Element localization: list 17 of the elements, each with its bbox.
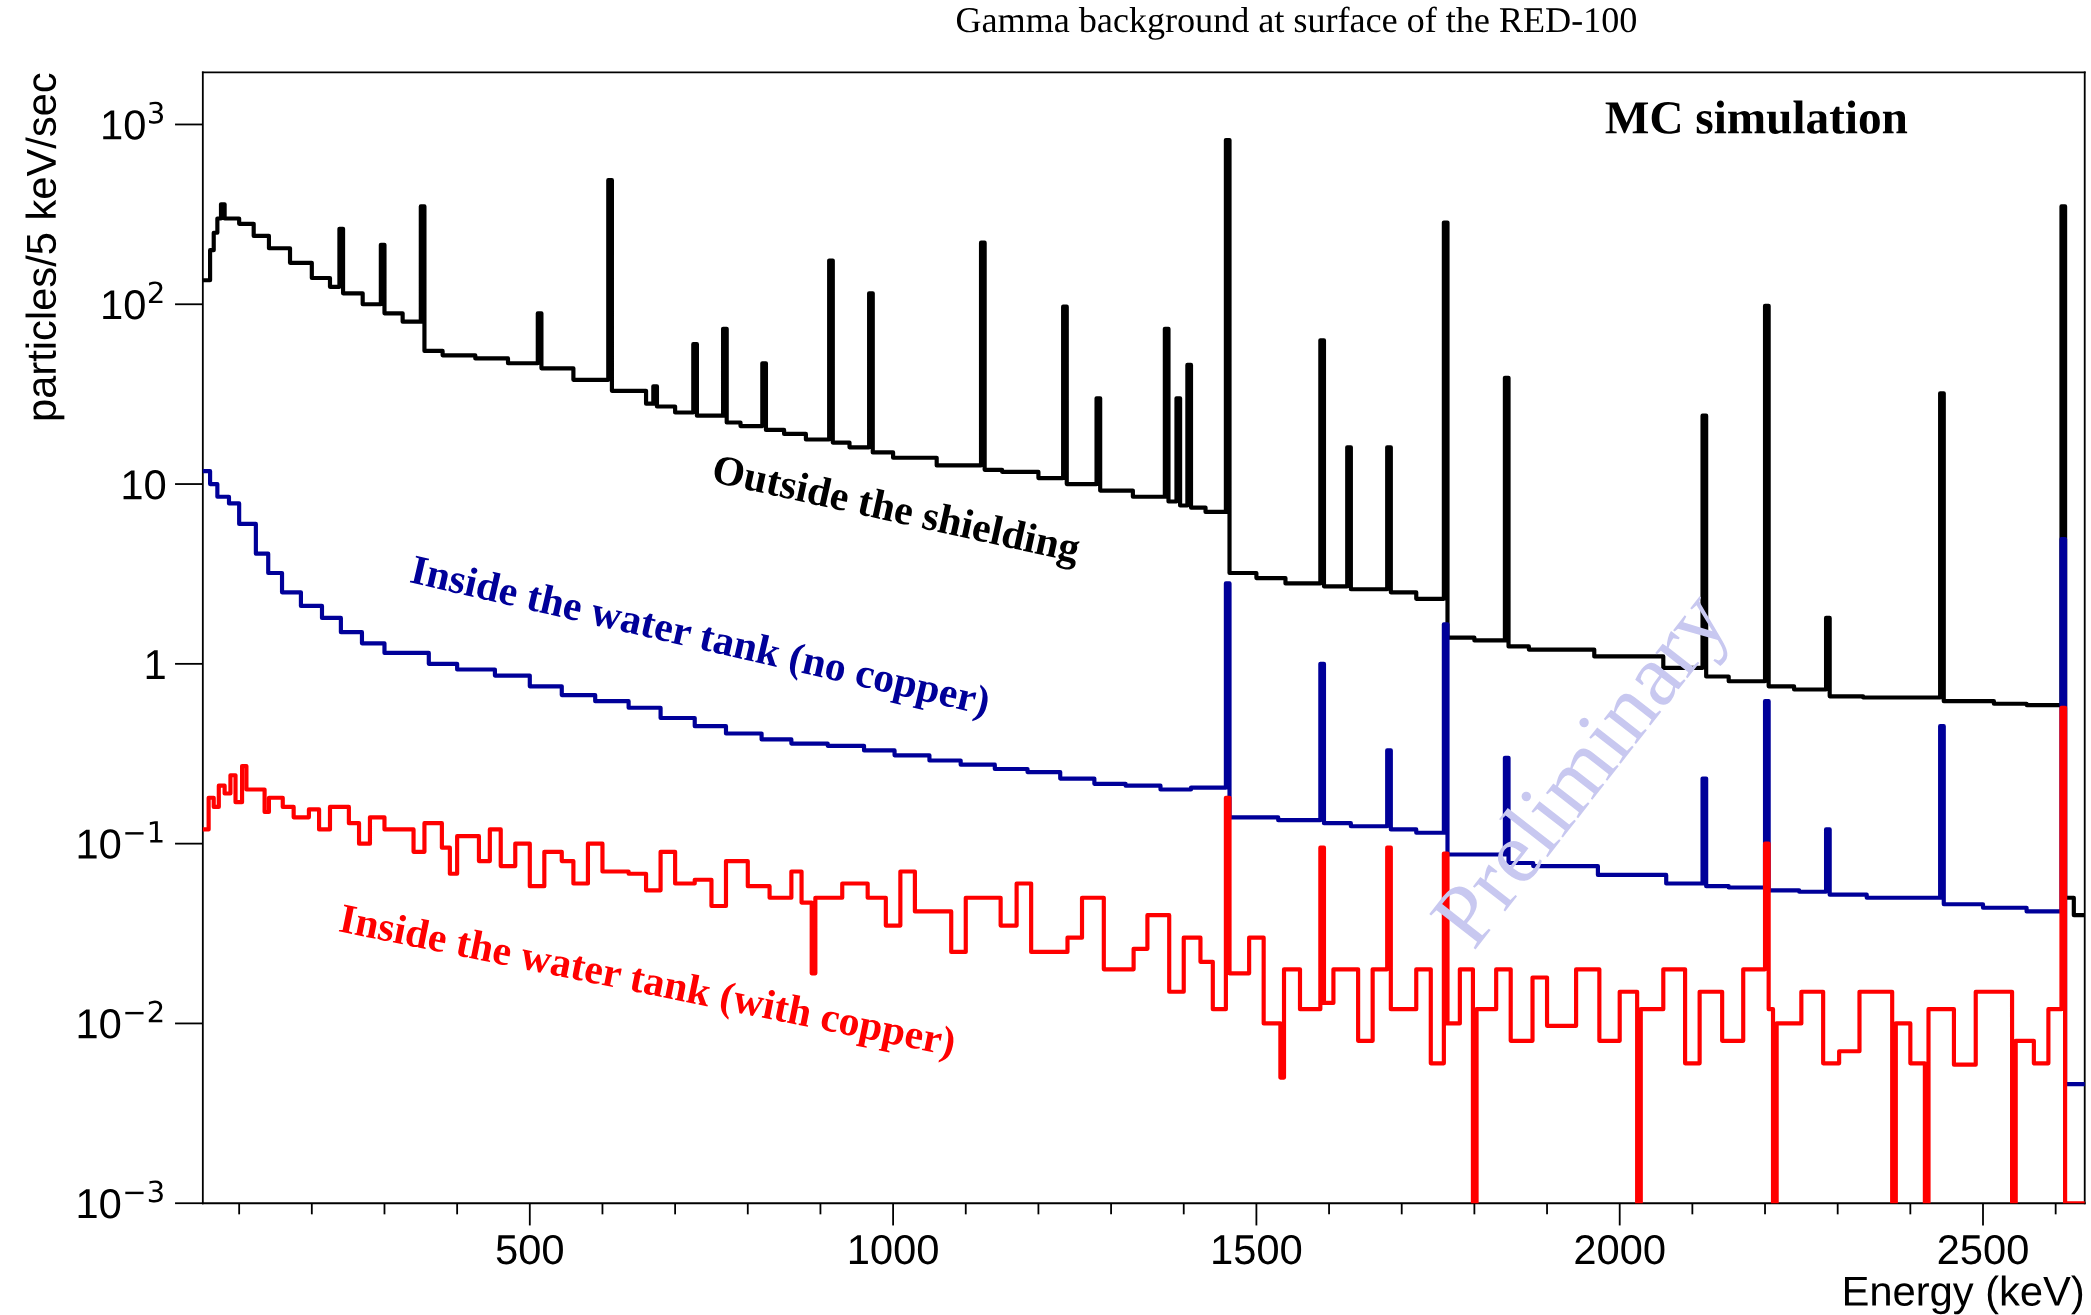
x-axis-title: Energy (keV): [1845, 1275, 2083, 1315]
y-tick-label: 10$^{−1}$: [78, 821, 163, 859]
x-tick-label: 1000: [849, 1234, 938, 1265]
y-tick-label: 10$^{2}$: [103, 281, 163, 320]
y-tick-label: 10$^{−2}$: [78, 1000, 163, 1039]
y-axis-title: particles/5 keV/sec: [25, 73, 65, 420]
annotation: MC simulation: [1605, 100, 1908, 134]
x-tick-label: 2000: [1575, 1234, 1665, 1265]
chart-title: Gamma background at surface of the RED-100: [956, 6, 1636, 40]
x-tick-label: 1500: [1213, 1234, 1302, 1265]
x-tick-label: 500: [496, 1234, 563, 1265]
y-tick-label: 10$^{3}$: [103, 101, 164, 140]
text: Inside the water tank (with copper): [337, 903, 957, 1065]
x-tick-label: 2500: [1938, 1234, 2028, 1265]
y-tick-label: 10$^{−3}$: [78, 1180, 163, 1219]
y-tick-label: 1: [146, 650, 165, 679]
y-tick-label: 10: [123, 470, 166, 500]
